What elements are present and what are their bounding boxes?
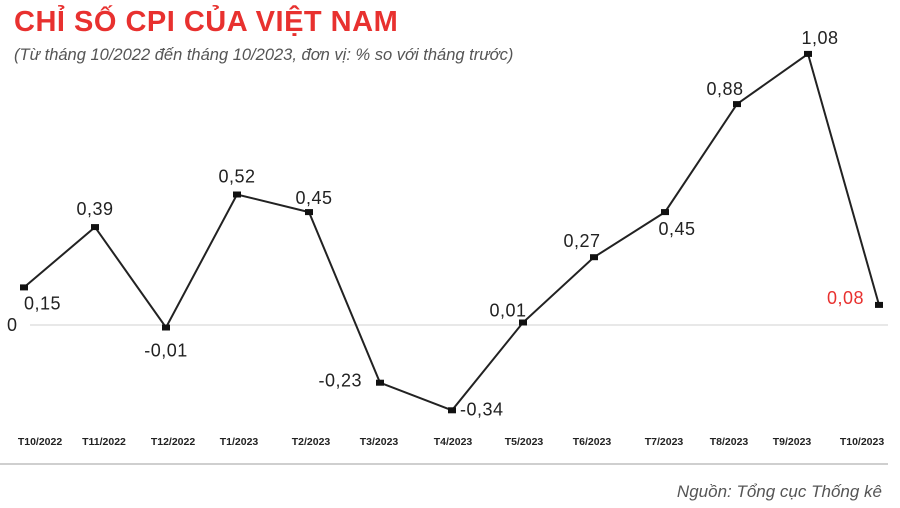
data-point-marker [590, 254, 598, 261]
data-label: 0,88 [706, 79, 743, 99]
x-tick-label: T9/2023 [773, 436, 812, 448]
data-label: -0,23 [318, 371, 362, 391]
data-point-marker [661, 209, 669, 216]
x-tick-label: T10/2023 [840, 436, 885, 448]
data-label: 0,01 [489, 301, 526, 321]
data-label: 0,45 [295, 188, 332, 208]
data-point-marker [305, 209, 313, 216]
chart-subtitle: (Từ tháng 10/2022 đến tháng 10/2023, đơn… [14, 46, 514, 64]
data-label: -0,34 [460, 399, 504, 419]
x-tick-label: T4/2023 [434, 436, 473, 448]
x-tick-label: T6/2023 [573, 436, 612, 448]
data-point-marker [20, 284, 28, 291]
x-tick-label: T11/2022 [82, 436, 126, 448]
x-tick-label: T3/2023 [360, 436, 399, 448]
data-label: 0,15 [24, 293, 61, 313]
x-tick-label: T10/2022 [18, 436, 63, 448]
data-point-marker [804, 50, 812, 57]
data-point-marker [91, 224, 99, 231]
zero-axis-label: 0 [7, 315, 17, 335]
source-note: Nguồn: Tổng cục Thống kê [676, 482, 882, 501]
series-layer [20, 50, 883, 414]
data-point-marker [875, 301, 883, 308]
data-point-marker [519, 319, 527, 326]
data-point-marker [448, 407, 456, 414]
x-tick-label: T1/2023 [220, 436, 259, 448]
data-label: 0,45 [658, 219, 695, 239]
data-point-marker [733, 101, 741, 108]
x-tick-label: T5/2023 [505, 436, 544, 448]
data-label: 0,08 [827, 288, 864, 308]
data-label: 0,27 [563, 231, 600, 251]
x-tick-label: T7/2023 [645, 436, 684, 448]
data-label: 0,39 [76, 199, 113, 219]
x-tick-label: T12/2022 [151, 436, 196, 448]
data-label: 0,52 [218, 167, 255, 187]
data-label: -0,01 [144, 341, 188, 361]
data-point-marker [162, 324, 170, 331]
x-tick-label: T8/2023 [710, 436, 749, 448]
data-label: 1,08 [801, 28, 838, 48]
data-point-marker [376, 379, 384, 386]
data-labels-layer: 0,15 0,39 -0,01 0,52 0,45 -0,23 -0,34 0,01 0,27 0… [24, 28, 864, 419]
chart-title: CHỈ SỐ CPI CỦA VIỆT NAM [14, 6, 399, 38]
data-point-marker [233, 191, 241, 198]
x-tick-labels-layer: T10/2022 T11/2022 T12/2022 T1/2023 T2/2023 T3… [18, 436, 885, 448]
x-tick-label: T2/2023 [292, 436, 331, 448]
